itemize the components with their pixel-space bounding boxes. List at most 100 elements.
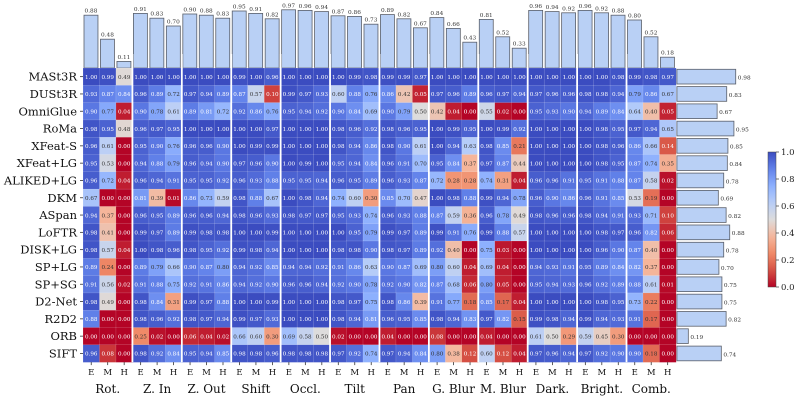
cell-value-label: 0.83 <box>464 317 477 323</box>
cell-value-label: 0.99 <box>381 75 394 81</box>
method-labels: MASt3R DUSt3R OmniGlue RoMa XFeat-S XFeat+LG A… <box>3 70 83 360</box>
row-mean-label: 0.82 <box>728 214 741 220</box>
cell-value-label: 0.00 <box>661 352 674 358</box>
cell-value-label: 0.90 <box>217 161 230 167</box>
cell-value-label: 0.00 <box>645 334 658 340</box>
cell-value-label: 0.96 <box>167 248 180 254</box>
column-mean-bar <box>215 17 231 69</box>
cell-value-label: 0.55 <box>480 109 493 115</box>
method-label: SP+SG <box>35 277 77 291</box>
cell-value-label: 0.88 <box>497 231 510 237</box>
cell-value-label: 0.98 <box>546 317 559 323</box>
cell-value-label: 0.86 <box>563 196 576 202</box>
cell-value-label: 1.00 <box>447 75 460 81</box>
cell-value-label: 0.90 <box>365 248 378 254</box>
cell-value-label: 0.90 <box>85 109 98 115</box>
cell-value-label: 0.89 <box>596 265 609 271</box>
cell-value-label: 0.02 <box>661 179 674 185</box>
cell-value-label: 0.95 <box>332 161 345 167</box>
cell-value-label: 0.89 <box>596 109 609 115</box>
cell-value-label: 0.04 <box>118 109 131 115</box>
cell-value-label: 0.99 <box>266 300 279 306</box>
cell-value-label: 0.88 <box>266 179 279 185</box>
cell-value-label: 1.00 <box>316 248 329 254</box>
cell-value-label: 1.00 <box>283 317 296 323</box>
cell-value-label: 0.87 <box>629 179 642 185</box>
cell-value-label: 1.00 <box>480 127 493 133</box>
cell-value-label: 0.50 <box>414 109 427 115</box>
cell-value-label: 0.99 <box>233 317 246 323</box>
cell-value-label: 0.89 <box>612 282 625 288</box>
cell-value-label: 0.98 <box>332 144 345 150</box>
cell-value-label: 0.67 <box>661 92 674 98</box>
cell-value-label: 1.00 <box>299 317 312 323</box>
cell-value-label: 0.97 <box>530 92 543 98</box>
row-mean-label: 0.85 <box>730 145 743 151</box>
level-label: H <box>466 368 473 378</box>
cell-value-label: 1.00 <box>563 231 576 237</box>
row-mean-bar <box>676 241 725 258</box>
cell-value-label: 0.99 <box>480 231 493 237</box>
cell-value-label: 0.91 <box>596 196 608 202</box>
cell-value-label: 0.98 <box>184 248 197 254</box>
cell-value-label: 0.84 <box>612 109 625 115</box>
row-mean-bar <box>676 68 737 85</box>
colorbar-tick-label: 0.6 <box>781 202 795 212</box>
cell-value-label: 0.68 <box>447 282 460 288</box>
cell-value-label: 0.94 <box>530 265 543 271</box>
cell-value-label: 0.97 <box>250 317 263 323</box>
cell-value-label: 0.98 <box>332 300 345 306</box>
column-mean-bar <box>347 15 362 69</box>
cell-value-label: 0.99 <box>299 161 312 167</box>
cell-value-label: 0.30 <box>365 196 378 202</box>
cell-value-label: 0.97 <box>497 92 510 98</box>
cell-value-label: 0.73 <box>200 196 213 202</box>
cell-value-label: 0.92 <box>217 179 230 185</box>
cell-value-label: 0.96 <box>184 144 197 150</box>
cell-value-label: 1.00 <box>530 161 543 167</box>
level-label: H <box>565 368 572 378</box>
cell-value-label: 0.29 <box>563 334 576 340</box>
cell-value-label: 0.96 <box>629 231 642 237</box>
cell-value-label: 0.84 <box>612 265 625 271</box>
cell-value-label: 0.61 <box>530 334 542 340</box>
cell-value-label: 0.98 <box>250 352 263 358</box>
column-mean-label: 0.87 <box>332 9 345 15</box>
row-mean-bar <box>676 311 727 327</box>
group-label: Comb. <box>632 382 671 396</box>
cell-value-label: 0.74 <box>365 352 378 358</box>
row-mean-label: 0.75 <box>724 283 737 289</box>
row-mean-bar <box>676 103 718 120</box>
cell-value-label: 0.40 <box>645 248 658 254</box>
cell-value-label: 0.17 <box>645 317 658 323</box>
cell-value-label: 0.00 <box>118 161 131 167</box>
cell-value-label: 0.01 <box>167 196 179 202</box>
cell-value-label: 0.87 <box>629 248 642 254</box>
column-mean-label: 0.88 <box>612 9 625 15</box>
cell-value-label: 0.85 <box>414 317 427 323</box>
method-label: ASpan <box>38 208 77 222</box>
row-mean-label: 0.82 <box>728 318 741 324</box>
cell-value-label: 0.96 <box>299 282 312 288</box>
cell-value-label: 0.98 <box>431 317 444 323</box>
row-mean-label: 0.78 <box>726 248 739 254</box>
cell-value-label: 0.66 <box>645 144 658 150</box>
cell-value-label: 0.90 <box>612 352 625 358</box>
cell-value-label: 0.53 <box>101 161 114 167</box>
cell-value-label: 0.35 <box>661 161 674 167</box>
cell-value-label: 0.90 <box>151 144 164 150</box>
cell-value-label: 0.91 <box>167 179 179 185</box>
group-label: Pan <box>393 382 416 396</box>
cell-value-label: 0.86 <box>381 92 394 98</box>
cell-value-label: 0.96 <box>283 282 296 288</box>
cell-value-label: 0.95 <box>612 300 625 306</box>
cell-value-label: 0.57 <box>101 248 114 254</box>
cell-value-label: 0.96 <box>184 161 197 167</box>
cell-value-label: 0.94 <box>563 352 576 358</box>
cell-value-label: 1.00 <box>579 144 592 150</box>
colorbar-tick-label: 0.2 <box>781 256 795 266</box>
cell-value-label: 0.92 <box>431 248 444 254</box>
level-label: M <box>449 368 458 378</box>
cell-value-label: 1.00 <box>299 144 312 150</box>
column-mean-bar <box>380 14 395 69</box>
